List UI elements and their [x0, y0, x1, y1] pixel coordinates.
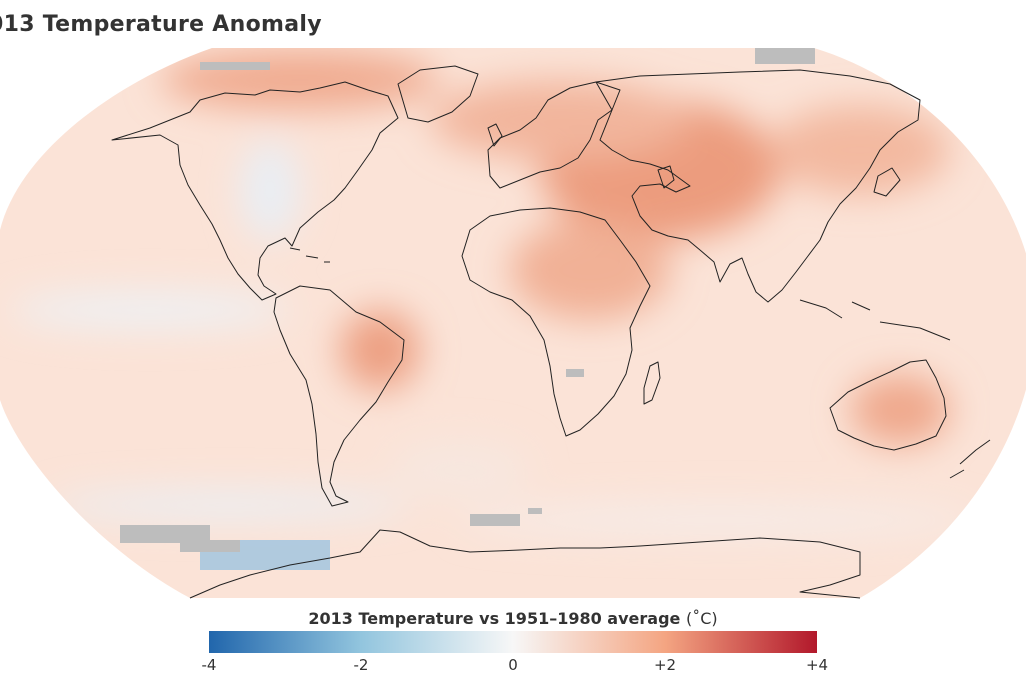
africa-outline — [461, 207, 651, 437]
colorbar-tick-label: 0 — [508, 656, 518, 674]
australia-outline — [829, 359, 947, 451]
madagascar-outline — [643, 361, 661, 405]
colorbar-tick-label: +4 — [805, 656, 829, 674]
japan-outline — [873, 167, 901, 197]
colorbar-tick-label: -2 — [353, 656, 369, 674]
no-data-cells — [120, 48, 815, 552]
page-title: 013 Temperature Anomaly — [0, 12, 322, 37]
colorbar-tick-label: -4 — [201, 656, 217, 674]
colorbar-tick-label: +2 — [653, 656, 677, 674]
legend-title-text: 2013 Temperature vs 1951–1980 average — [308, 609, 681, 628]
indonesia-islands — [799, 299, 951, 341]
asia-outline — [595, 69, 921, 303]
greenland-outline — [397, 65, 479, 123]
north-america-outline — [111, 81, 399, 301]
legend-unit: (˚C) — [685, 609, 718, 628]
new-zealand-outline — [949, 439, 991, 479]
caribbean-islands — [289, 247, 330, 263]
europe-outline — [487, 81, 621, 189]
antarctica-outline — [189, 529, 861, 599]
british-isles — [487, 123, 503, 147]
south-america-outline — [273, 285, 405, 507]
colorbar — [209, 631, 817, 653]
legend-title: 2013 Temperature vs 1951–1980 average (˚… — [0, 609, 1026, 628]
anomaly-field — [0, 48, 1026, 598]
caspian-sea — [657, 165, 675, 189]
coastlines — [111, 65, 991, 599]
